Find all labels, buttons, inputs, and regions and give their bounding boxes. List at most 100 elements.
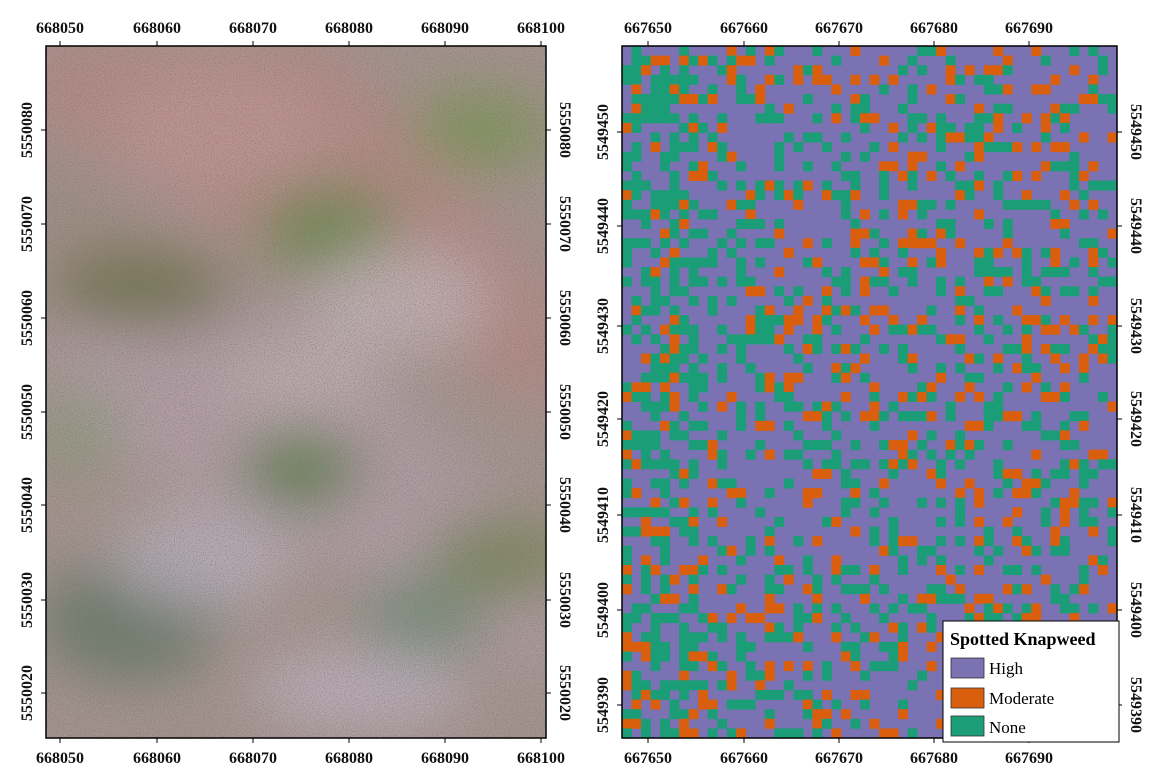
raster-cell bbox=[898, 632, 908, 643]
raster-cell bbox=[736, 603, 747, 614]
raster-cell bbox=[964, 478, 975, 489]
raster-cell bbox=[879, 459, 889, 470]
raster-cell bbox=[631, 689, 642, 700]
raster-cell bbox=[764, 709, 775, 720]
raster-cell bbox=[1059, 228, 1070, 239]
raster-cell bbox=[993, 459, 1004, 470]
raster-cell bbox=[755, 613, 766, 624]
raster-cell bbox=[764, 593, 775, 604]
raster-cell bbox=[631, 334, 642, 345]
raster-cell bbox=[1031, 449, 1042, 460]
raster-cell bbox=[1097, 209, 1108, 220]
raster-cell bbox=[1050, 536, 1061, 547]
raster-cell bbox=[650, 401, 661, 412]
raster-cell bbox=[688, 468, 699, 479]
raster-cell bbox=[1012, 411, 1023, 422]
raster-cell bbox=[888, 122, 899, 133]
raster-cell bbox=[641, 103, 651, 114]
raster-cell bbox=[983, 411, 994, 422]
raster-cell bbox=[774, 584, 785, 595]
raster-cell bbox=[945, 440, 956, 451]
raster-cell bbox=[983, 420, 994, 431]
raster-cell bbox=[631, 392, 642, 403]
raster-cell bbox=[936, 555, 947, 566]
raster-cell bbox=[688, 132, 699, 143]
raster-cell bbox=[974, 565, 985, 576]
raster-cell bbox=[1021, 536, 1032, 547]
raster-cell bbox=[926, 545, 937, 556]
raster-cell bbox=[793, 613, 804, 624]
legend-swatch-moderate bbox=[950, 687, 985, 709]
raster-cell bbox=[1040, 199, 1051, 210]
raster-cell bbox=[764, 180, 775, 191]
raster-cell bbox=[669, 334, 680, 345]
raster-cell bbox=[917, 593, 928, 604]
raster-cell bbox=[669, 363, 680, 374]
raster-cell bbox=[1012, 170, 1023, 181]
raster-cell bbox=[717, 122, 728, 133]
raster-cell bbox=[783, 247, 794, 258]
raster-cell bbox=[736, 411, 747, 422]
raster-cell bbox=[698, 55, 709, 66]
raster-cell bbox=[840, 507, 851, 518]
raster-cell bbox=[1069, 459, 1080, 470]
raster-cell bbox=[793, 305, 804, 316]
raster-cell bbox=[1012, 142, 1023, 153]
raster-cell bbox=[707, 84, 718, 95]
raster-cell bbox=[755, 286, 766, 297]
raster-cell bbox=[1002, 343, 1013, 354]
raster-cell bbox=[840, 497, 851, 508]
raster-cell bbox=[745, 94, 756, 105]
raster-cell bbox=[1040, 267, 1051, 278]
raster-cell bbox=[688, 420, 699, 431]
raster-cell bbox=[736, 555, 747, 566]
raster-cell bbox=[698, 209, 709, 220]
raster-cell bbox=[850, 363, 861, 374]
raster-cell bbox=[812, 257, 823, 268]
raster-cell bbox=[736, 343, 747, 354]
raster-cell bbox=[955, 132, 966, 143]
raster-cell bbox=[1002, 228, 1013, 239]
raster-cell bbox=[707, 247, 718, 258]
raster-cell bbox=[898, 622, 908, 633]
raster-cell bbox=[1050, 247, 1061, 258]
raster-cell bbox=[641, 372, 651, 383]
raster-cell bbox=[993, 411, 1004, 422]
raster-cell bbox=[688, 536, 699, 547]
raster-cell bbox=[688, 161, 699, 172]
raster-cell bbox=[869, 305, 880, 316]
raster-cell bbox=[983, 247, 994, 258]
raster-cell bbox=[1059, 507, 1070, 518]
raster-cell bbox=[955, 276, 966, 287]
raster-cell bbox=[802, 555, 813, 566]
raster-cell bbox=[1031, 603, 1042, 614]
raster-cell bbox=[669, 190, 680, 201]
raster-cell bbox=[793, 65, 804, 76]
raster-cell bbox=[755, 334, 766, 345]
raster-cell bbox=[1040, 315, 1051, 326]
raster-cell bbox=[888, 324, 899, 335]
raster-cell bbox=[1031, 84, 1042, 95]
raster-cell bbox=[1002, 238, 1013, 249]
raster-cell bbox=[936, 113, 947, 124]
raster-cell bbox=[802, 180, 813, 191]
raster-cell bbox=[802, 238, 813, 249]
raster-cell bbox=[955, 392, 966, 403]
raster-cell bbox=[926, 324, 937, 335]
raster-cell bbox=[1107, 132, 1117, 143]
raster-cell bbox=[745, 641, 756, 652]
raster-cell bbox=[688, 574, 699, 585]
raster-cell bbox=[917, 238, 928, 249]
raster-cell bbox=[1050, 584, 1061, 595]
raster-cell bbox=[840, 305, 851, 316]
raster-cell bbox=[955, 238, 966, 249]
raster-cell bbox=[831, 430, 842, 441]
raster-cell bbox=[1002, 478, 1013, 489]
raster-cell bbox=[831, 632, 842, 643]
raster-cell bbox=[1097, 334, 1108, 345]
raster-cell bbox=[1050, 161, 1061, 172]
raster-cell bbox=[869, 276, 880, 287]
raster-cell bbox=[1012, 584, 1023, 595]
raster-cell bbox=[955, 315, 966, 326]
raster-cell bbox=[679, 516, 690, 527]
